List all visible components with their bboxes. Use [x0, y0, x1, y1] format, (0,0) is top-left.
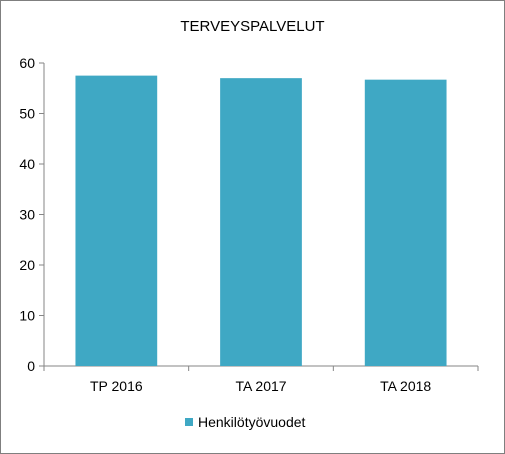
chart-title: TERVEYSPALVELUT — [180, 18, 325, 35]
legend-label: Henkilötyövuodet — [198, 414, 306, 430]
y-tick-label: 40 — [19, 156, 35, 172]
legend: Henkilötyövuodet — [185, 414, 305, 430]
x-tick-label: TA 2017 — [235, 378, 286, 394]
bar — [220, 78, 302, 367]
y-tick-label: 10 — [19, 308, 35, 324]
y-tick-label: 50 — [19, 106, 35, 122]
y-tick-label: 20 — [19, 257, 35, 273]
y-tick-label: 0 — [27, 358, 35, 374]
y-tick-label: 30 — [19, 207, 35, 223]
bar — [75, 75, 158, 366]
x-tick-label: TA 2018 — [380, 378, 431, 394]
legend-swatch — [185, 418, 193, 426]
x-tick-label: TP 2016 — [90, 378, 143, 394]
y-tick-label: 60 — [19, 55, 35, 71]
bar — [364, 79, 447, 366]
